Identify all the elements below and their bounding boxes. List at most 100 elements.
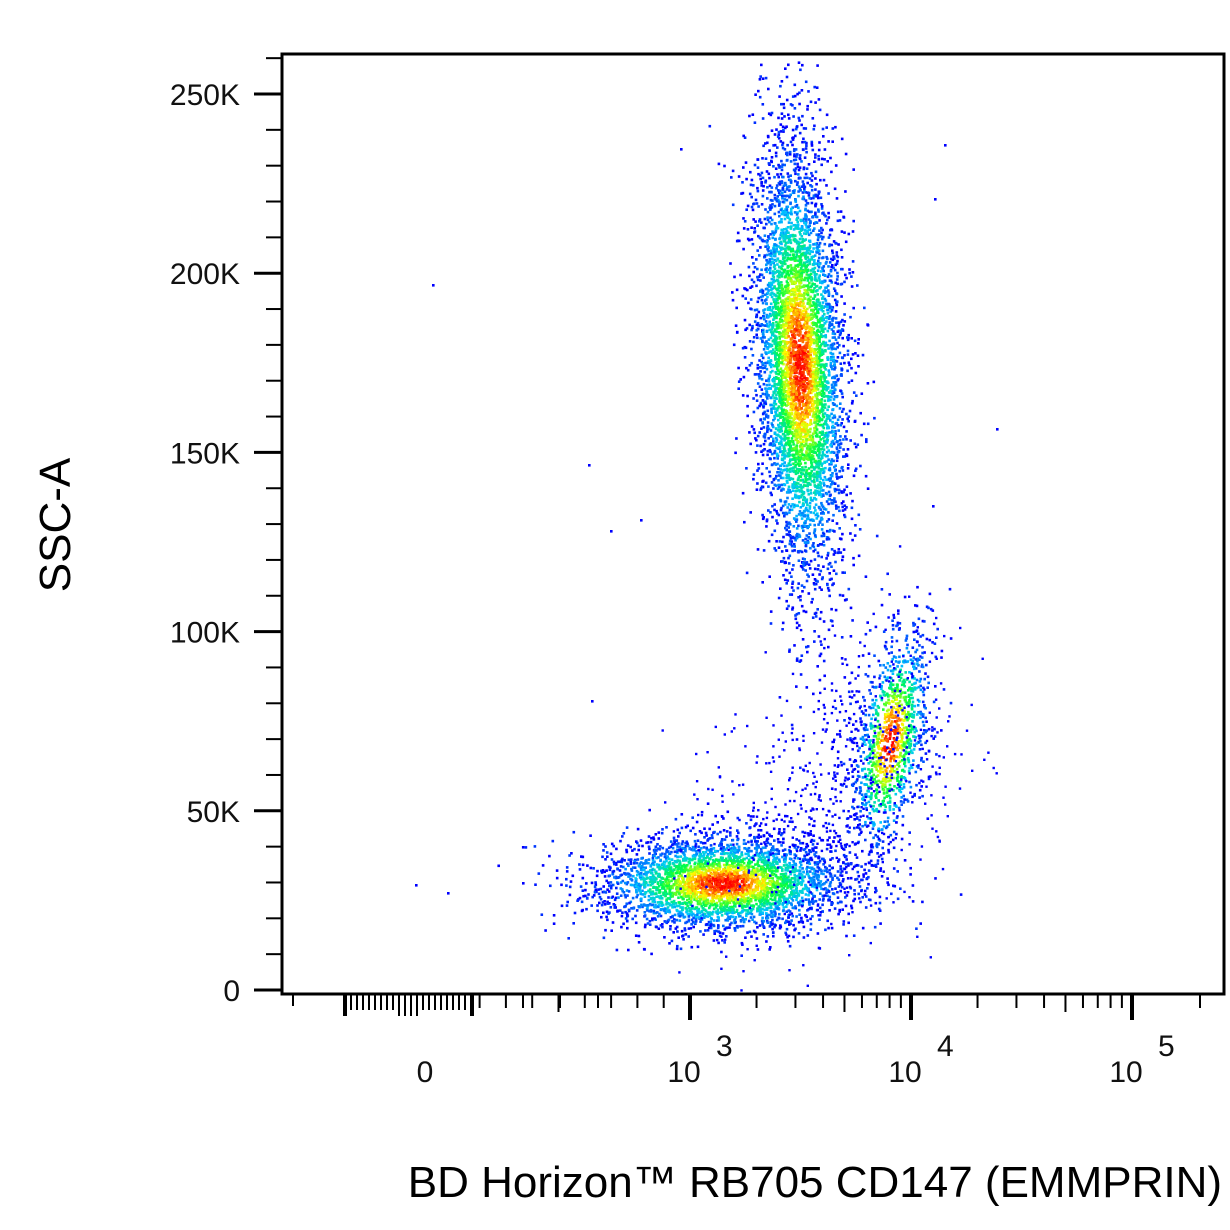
event-dot [805, 284, 808, 288]
event-dot [774, 396, 777, 399]
event-dot [751, 208, 755, 212]
event-dot [807, 535, 811, 539]
event-dot [792, 238, 796, 242]
event-dot [798, 468, 802, 471]
event-dot [860, 392, 864, 395]
event-dot [796, 217, 799, 220]
event-dot [813, 362, 817, 366]
event-dot [756, 275, 759, 279]
event-dot [786, 372, 790, 376]
event-dot [774, 346, 778, 350]
event-dot [812, 331, 816, 334]
event-dot [765, 298, 768, 301]
event-dot [804, 127, 808, 130]
event-dot [830, 307, 834, 310]
event-dot [783, 447, 786, 450]
event-dot [815, 344, 819, 348]
event-dot [813, 630, 816, 633]
event-dot [796, 550, 800, 553]
event-dot [835, 251, 839, 254]
event-dot [789, 505, 793, 508]
event-dot [753, 231, 756, 234]
event-dot [777, 347, 781, 350]
event-dot [761, 462, 764, 465]
event-dot [844, 435, 847, 438]
event-dot [805, 424, 809, 427]
event-dot [819, 359, 822, 363]
event-dot [770, 222, 773, 226]
event-dot [786, 429, 789, 433]
event-dot [787, 175, 790, 178]
event-dot [787, 386, 790, 389]
event-dot [795, 494, 798, 498]
event-dot [805, 265, 808, 268]
event-dot [766, 387, 770, 391]
event-dot [771, 203, 774, 206]
event-dot [761, 291, 765, 295]
event-dot [810, 388, 814, 391]
event-dot [782, 421, 786, 424]
event-dot [774, 271, 777, 274]
event-dot [799, 267, 803, 270]
event-dot [807, 408, 810, 412]
event-dot [838, 219, 842, 222]
event-dot [780, 415, 783, 419]
event-dot [798, 369, 802, 373]
event-dot [780, 407, 783, 410]
event-dot [831, 480, 834, 483]
event-dot [850, 402, 854, 405]
event-dot [770, 309, 774, 312]
event-dot [806, 401, 810, 404]
event-dot [795, 389, 799, 393]
event-dot [792, 269, 795, 272]
event-dot [791, 349, 795, 352]
event-dot [820, 237, 824, 241]
event-dot [745, 467, 748, 470]
event-dot [751, 326, 754, 330]
event-dot [769, 233, 772, 236]
event-dot [781, 141, 785, 145]
event-dot [841, 329, 845, 332]
event-dot [825, 422, 828, 426]
event-dot [828, 233, 832, 237]
event-dot [779, 499, 783, 503]
event-dot [793, 162, 797, 166]
event-dot [790, 319, 793, 323]
event-dot [843, 676, 847, 679]
event-dot [778, 379, 781, 382]
event-dot [807, 286, 810, 290]
event-dot [810, 313, 813, 316]
event-dot [818, 520, 822, 523]
event-dot [794, 148, 798, 151]
event-dot [779, 367, 783, 370]
event-dot [799, 376, 802, 380]
event-dot [821, 351, 824, 354]
event-dot [814, 278, 818, 282]
event-dot [821, 212, 824, 215]
event-dot [805, 276, 808, 280]
event-dot [743, 136, 747, 139]
event-dot [777, 369, 780, 372]
event-dot [789, 490, 792, 494]
event-dot [774, 259, 778, 263]
event-dot [846, 467, 850, 470]
event-dot [786, 430, 789, 434]
event-dot [752, 270, 755, 274]
event-dot [781, 194, 784, 198]
event-dot [771, 363, 775, 367]
event-dot [776, 353, 780, 357]
event-dot [817, 492, 820, 495]
event-dot [772, 437, 775, 441]
event-dot [799, 68, 802, 72]
event-dot [783, 468, 787, 472]
event-dot [822, 565, 825, 568]
event-dot [773, 272, 776, 275]
event-dot [809, 496, 813, 500]
event-dot [804, 479, 808, 482]
event-dot [778, 411, 782, 415]
event-dot [803, 558, 806, 561]
event-dot [851, 260, 855, 263]
event-dot [757, 310, 761, 314]
event-dot [770, 452, 774, 456]
event-dot [752, 477, 755, 481]
